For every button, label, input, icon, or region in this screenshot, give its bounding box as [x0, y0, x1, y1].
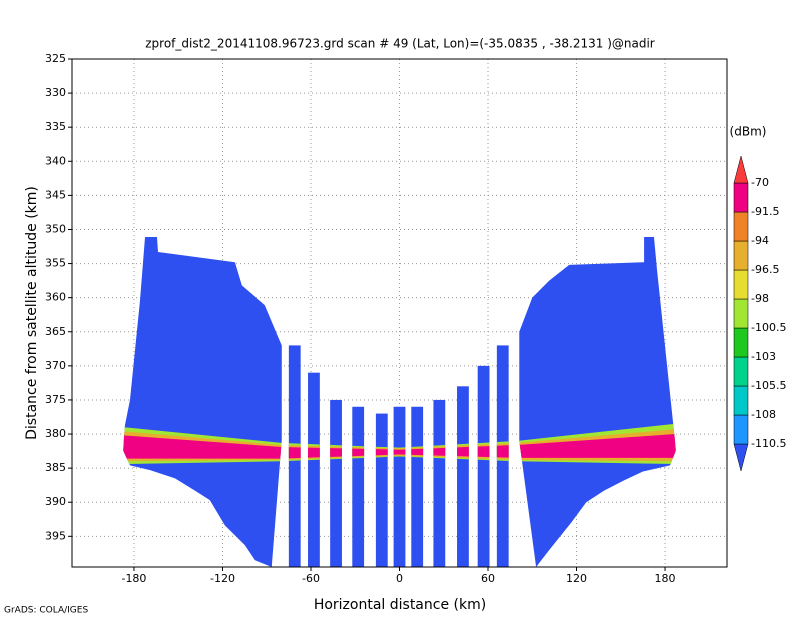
y-tick-label: 365: [45, 325, 66, 338]
stripe: [411, 406, 424, 567]
colorbar-box: [733, 298, 749, 329]
y-tick-label: 340: [45, 154, 66, 167]
colorbar-tick-label: -96.5: [751, 263, 779, 276]
colorbar-box: [733, 414, 749, 445]
stripe: [308, 372, 320, 567]
y-tick-label: 325: [45, 52, 66, 65]
stripe: [477, 365, 490, 567]
y-tick-label: 385: [45, 461, 66, 474]
colorbar-box: [733, 327, 749, 358]
y-tick-label: 345: [45, 188, 66, 201]
stripe: [375, 413, 388, 567]
plot-frame: [71, 58, 728, 568]
colorbar-box: [733, 385, 749, 416]
colorbar-tick-label: -110.5: [751, 437, 786, 450]
stripe: [457, 386, 469, 567]
colorbar-tick-label: -100.5: [751, 321, 786, 334]
colorbar-tick-label: -103: [751, 350, 776, 363]
y-tick-label: 370: [45, 359, 66, 372]
x-tick-label: -120: [210, 572, 235, 585]
colorbar-tick-label: -108: [751, 408, 776, 421]
x-axis-label: Horizontal distance (km): [314, 597, 486, 613]
bright-band: [123, 434, 676, 459]
footer: GrADS: COLA/IGES: [4, 606, 88, 616]
y-tick-label: 360: [45, 291, 66, 304]
y-tick-label: 330: [45, 86, 66, 99]
y-tick-label: 355: [45, 257, 66, 270]
y-tick-label: 380: [45, 427, 66, 440]
y-tick-label: 350: [45, 222, 66, 235]
y-tick-label: 395: [45, 529, 66, 542]
y-tick-label: 335: [45, 120, 66, 133]
stripe: [393, 406, 406, 567]
stripe: [352, 406, 365, 567]
colorbar-tick-label: -105.5: [751, 379, 786, 392]
x-tick-label: 180: [655, 572, 676, 585]
colorbar-box: [733, 211, 749, 242]
x-tick-label: 120: [566, 572, 587, 585]
y-axis-label: Distance from satellite altitude (km): [24, 186, 40, 440]
colorbar-box: [733, 356, 749, 387]
y-tick-label: 390: [45, 495, 66, 508]
colorbar-bottom: [733, 443, 749, 472]
colorbar-tick-label: -94: [751, 234, 769, 247]
colorbar-box: [733, 269, 749, 300]
colorbar-label: (dBm): [730, 125, 767, 139]
x-tick-label: 0: [396, 572, 403, 585]
colorbar-tick-label: -70: [751, 176, 769, 189]
swath: [123, 236, 282, 568]
chart-title: zprof_dist2_20141108.96723.grd scan # 49…: [145, 37, 655, 51]
stripe: [330, 399, 342, 567]
y-tick-label: 375: [45, 393, 66, 406]
colorbar-box: [733, 240, 749, 271]
swath: [519, 236, 676, 568]
x-tick-label: -60: [302, 572, 320, 585]
colorbar-box: [733, 182, 749, 213]
x-tick-label: 60: [481, 572, 495, 585]
stripe: [433, 399, 446, 567]
colorbar-top: [733, 155, 749, 184]
colorbar-tick-label: -98: [751, 292, 769, 305]
colorbar-tick-label: -91.5: [751, 205, 779, 218]
x-tick-label: -180: [121, 572, 146, 585]
